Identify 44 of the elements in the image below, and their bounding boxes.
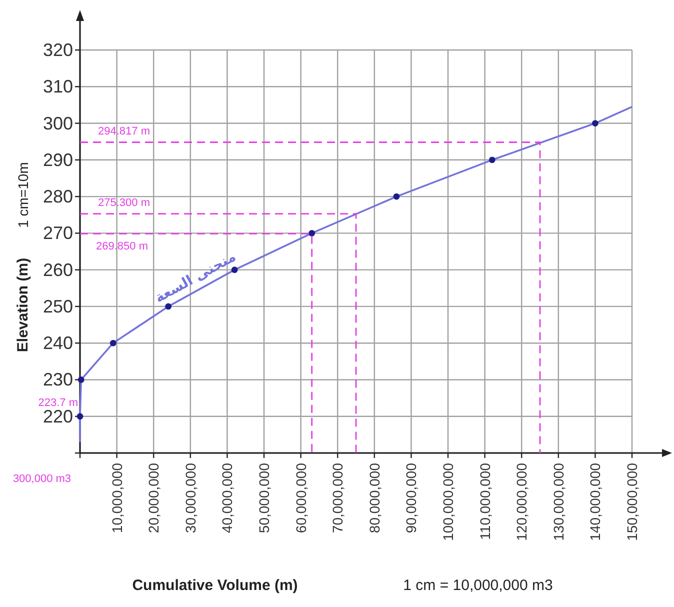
point [76, 413, 84, 420]
point [165, 303, 172, 310]
y-tick-label: 250 [42, 296, 73, 316]
x-tick-label: 20,000,000 [146, 462, 162, 534]
y-axis-title: Elevation (m) [14, 258, 32, 352]
x-tick-label: 90,000,000 [403, 462, 420, 534]
y-tick-label: 260 [42, 260, 73, 280]
x-tick-label: 100,000,000 [440, 462, 456, 541]
y-tick-label: 240 [42, 333, 73, 354]
y-tick-label: 290 [42, 150, 73, 170]
x-tick-label: 80,000,000 [366, 462, 382, 534]
y-tick-label: 270 [42, 223, 73, 244]
x-tick-label: 130,000,000 [550, 462, 566, 541]
point [488, 156, 496, 164]
x-tick-label: 70,000,000 [330, 462, 346, 534]
point [393, 193, 400, 200]
y-tick-label: 300 [42, 113, 73, 134]
point [78, 376, 84, 383]
text: منحنى السعة [152, 248, 239, 306]
text: 1 cm=10m [15, 162, 31, 228]
y-tick-label: 310 [42, 76, 73, 97]
x-tick-label: 140,000,000 [587, 462, 604, 541]
x-tick-label: 30,000,000 [182, 462, 198, 534]
y-tick-label: 280 [42, 186, 73, 207]
point [592, 120, 598, 126]
x-tick-label: 10,000,000 [108, 462, 125, 534]
x-tick-label: 150,000,000 [624, 462, 640, 541]
y-tick-label: 230 [42, 370, 73, 390]
x-tick-label: 40,000,000 [219, 462, 236, 534]
text: 223.7 m [38, 397, 78, 409]
x-axis-title: Cumulative Volume (m) [132, 577, 298, 594]
text: 1 cm = 10,000,000 m3 [403, 577, 553, 594]
y-tick-label: 320 [42, 40, 73, 60]
x-tick-label: 50,000,000 [256, 462, 272, 534]
point [110, 340, 116, 346]
annotation: 275.300 m [98, 196, 150, 209]
text: 300,000 m3 [12, 473, 72, 485]
y-tick-label: 220 [42, 406, 73, 426]
x-tick-label: 120,000,000 [514, 462, 530, 541]
annotation: 294.817 m [98, 125, 150, 138]
point [308, 230, 316, 236]
x-tick-label: 60,000,000 [292, 462, 309, 534]
x-tick-label: 110,000,000 [476, 462, 493, 540]
annotation: 269.850 m [96, 240, 148, 253]
